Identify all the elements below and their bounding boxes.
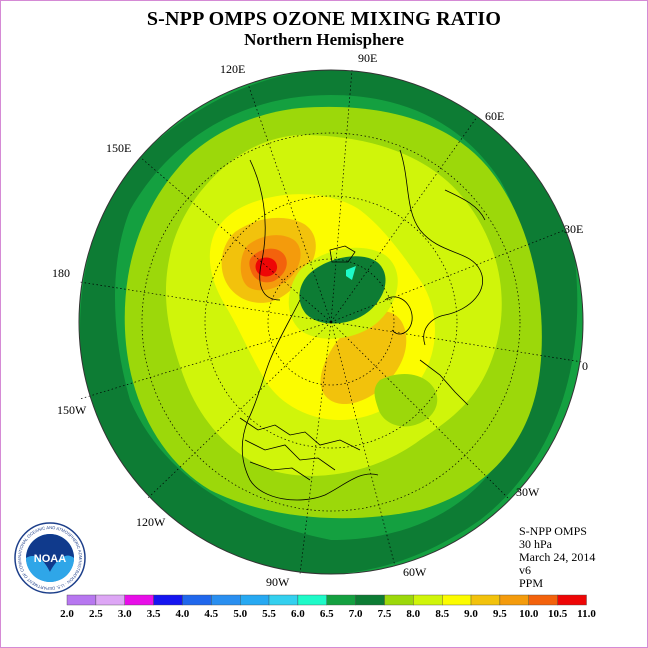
info-version: v6 [519, 563, 531, 577]
contour-10-5 [255, 257, 278, 277]
lon-label-60e: 60E [485, 109, 504, 123]
colorbar-swatch-15 [499, 594, 529, 606]
noaa-logo: NATIONAL OCEANIC AND ATMOSPHERIC ADMINIS… [14, 522, 86, 594]
colorbar-swatch-10 [355, 594, 385, 606]
colorbar-swatch-0 [66, 594, 97, 606]
colorbar-swatch-16 [528, 594, 558, 606]
lon-label-60w: 60W [403, 565, 427, 579]
colorbar-tick-label: 5.0 [233, 608, 247, 620]
colorbar-tick-label: 3.5 [147, 608, 161, 620]
colorbar-swatch-12 [413, 594, 443, 606]
colorbar-tick-label: 10.5 [548, 608, 568, 620]
graticule [79, 69, 583, 575]
lon-label-150e: 150E [106, 141, 131, 155]
contour-6-0-low [346, 266, 356, 280]
colorbar-swatch-8 [297, 594, 327, 606]
colorbar-swatch-17 [557, 594, 587, 606]
lon-label-90e: 90E [358, 51, 377, 65]
colorbar-tick-label: 4.5 [204, 608, 218, 620]
colorbar-tick-label: 5.5 [262, 608, 276, 620]
info-units: PPM [519, 576, 544, 590]
colorbar-tick-label: 9.0 [464, 608, 478, 620]
colorbar-swatch-4 [182, 594, 212, 606]
colorbar-tick-label: 10.0 [519, 608, 539, 620]
colorbar-swatch-13 [442, 594, 472, 606]
colorbar-swatch-3 [153, 594, 183, 606]
colorbar-tick-label: 8.0 [406, 608, 420, 620]
map-boundary [78, 69, 584, 575]
colorbar-tick-label: 6.5 [320, 608, 334, 620]
info-date: March 24, 2014 [519, 550, 596, 564]
colorbar-tick-label: 11.0 [577, 608, 596, 620]
coastlines [239, 149, 486, 501]
contour-7-5-atlantic [374, 374, 438, 427]
lon-label-120w: 120W [136, 515, 166, 529]
colorbar-tick-label: 3.0 [118, 608, 132, 620]
colorbar-tick-label: 8.5 [435, 608, 449, 620]
colorbar-tick-labels: 2.0 2.5 3.0 3.5 4.0 4.5 5.0 5.5 6.0 6.5 7.0 7.5 8.0 8… [60, 608, 596, 620]
colorbar-tick-label: 7.0 [349, 608, 363, 620]
colorbar-tick-label: 6.0 [291, 608, 305, 620]
colorbar-tick-label: 7.5 [378, 608, 392, 620]
colorbar-swatches [66, 594, 587, 606]
noaa-logo-text: NOAA [34, 553, 66, 565]
colorbar-tick-label: 2.5 [89, 608, 103, 620]
colorbar-swatch-6 [239, 594, 270, 606]
info-level: 30 hPa [519, 537, 552, 551]
colorbar-tick-label: 9.5 [493, 608, 507, 620]
colorbar-swatch-9 [326, 594, 356, 606]
lon-label-150w: 150W [57, 403, 87, 417]
map-subtitle: Northern Hemisphere [244, 30, 404, 49]
lon-label-180: 180 [52, 266, 70, 280]
lon-label-0: 0 [582, 359, 588, 373]
colorbar-tick-label: 4.0 [176, 608, 190, 620]
colorbar-swatch-1 [95, 594, 126, 606]
lon-label-90w: 90W [266, 575, 290, 589]
colorbar-swatch-7 [268, 594, 299, 606]
info-block: S-NPP OMPS 30 hPa March 24, 2014 v6 PPM [519, 525, 595, 590]
lon-label-30w: 30W [516, 485, 540, 499]
info-instrument: S-NPP OMPS [519, 524, 587, 538]
lon-label-30e: 30E [564, 222, 583, 236]
colorbar-swatch-5 [211, 594, 241, 606]
colorbar-swatch-14 [470, 594, 501, 606]
colorbar-swatch-11 [384, 594, 414, 606]
map-title: S-NPP OMPS OZONE MIXING RATIO [146, 8, 502, 30]
lon-label-120e: 120E [220, 62, 245, 76]
colorbar-swatch-2 [124, 594, 154, 606]
contour-7-0-low [299, 256, 386, 324]
longitude-labels: 90E 60E 30E 0 30W 60W 90W 120W 150W 180 … [52, 51, 588, 589]
colorbar-tick-label: 2.0 [60, 608, 74, 620]
